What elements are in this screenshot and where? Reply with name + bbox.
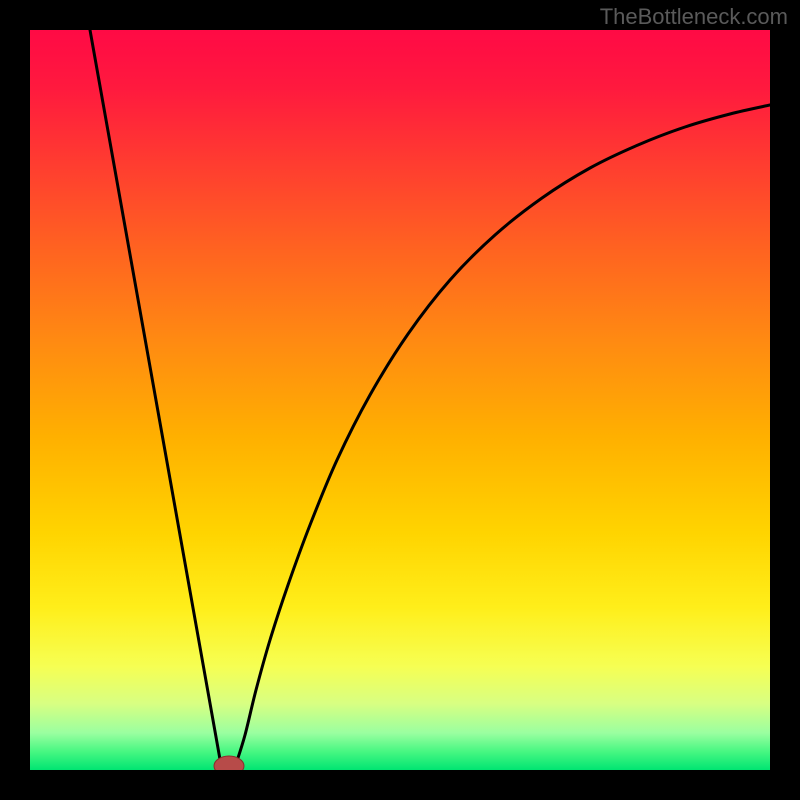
watermark-label: TheBottleneck.com — [600, 4, 788, 30]
plot-area — [30, 30, 770, 770]
chart-container: TheBottleneck.com — [0, 0, 800, 800]
gradient-background — [30, 30, 770, 770]
